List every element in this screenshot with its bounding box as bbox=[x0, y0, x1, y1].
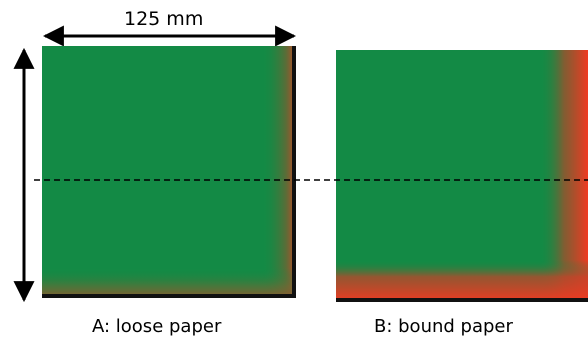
width-dimension-label: 125 mm bbox=[124, 8, 204, 30]
panel-b-image bbox=[336, 50, 588, 302]
panel-b-caption: B: bound paper bbox=[374, 316, 513, 337]
panel-a-caption: A: loose paper bbox=[92, 316, 222, 337]
panel-a-image bbox=[42, 46, 296, 298]
